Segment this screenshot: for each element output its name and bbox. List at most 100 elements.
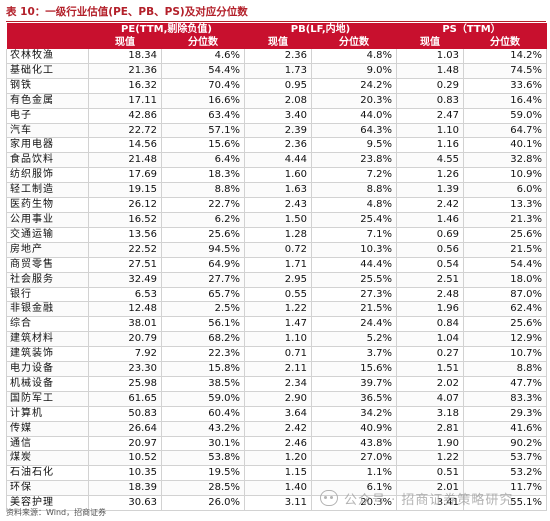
header-pe-percentile: 分位数 bbox=[161, 36, 245, 49]
table-row: 社会服务 32.49 27.7% 2.95 25.5% 2.51 18.0% bbox=[6, 272, 548, 288]
pe-percentile-cell: 19.5% bbox=[161, 465, 245, 482]
header-ps-percentile: 分位数 bbox=[463, 36, 547, 49]
ps-current-cell: 1.10 bbox=[396, 123, 464, 139]
pe-current-cell: 21.36 bbox=[88, 63, 162, 79]
pe-current-cell: 22.72 bbox=[88, 123, 162, 139]
pe-current-cell: 22.52 bbox=[88, 242, 162, 258]
table-row: 汽车 22.72 57.1% 2.39 64.3% 1.10 64.7% bbox=[6, 123, 548, 139]
pb-current-cell: 0.55 bbox=[244, 287, 312, 303]
ps-percentile-cell: 6.0% bbox=[463, 182, 548, 199]
pe-percentile-cell: 38.5% bbox=[161, 376, 245, 392]
pb-percentile-cell: 43.8% bbox=[311, 436, 397, 452]
pb-percentile-cell: 40.9% bbox=[311, 421, 397, 437]
table-row: 环保 18.39 28.5% 1.40 6.1% 2.01 11.7% bbox=[6, 480, 548, 497]
pe-percentile-cell: 64.9% bbox=[161, 257, 245, 273]
pb-current-cell: 3.64 bbox=[244, 406, 312, 422]
ps-current-cell: 1.48 bbox=[396, 63, 464, 79]
table-row: 国防军工 61.65 59.0% 2.90 36.5% 4.07 83.3% bbox=[6, 391, 548, 407]
pb-current-cell: 1.60 bbox=[244, 167, 312, 184]
ps-current-cell: 1.04 bbox=[396, 331, 464, 348]
table-row: 房地产 22.52 94.5% 0.72 10.3% 0.56 21.5% bbox=[6, 242, 548, 258]
pb-current-cell: 1.63 bbox=[244, 182, 312, 199]
pe-percentile-cell: 30.1% bbox=[161, 436, 245, 452]
valuation-table: PE(TTM,剔除负值) PB(LF,内地) PS（TTM） 现值 分位数 现值… bbox=[6, 23, 548, 512]
table-row: 美容护理 30.63 26.0% 3.11 20.3% 3.41 55.1% bbox=[6, 495, 548, 512]
industry-name-cell: 国防军工 bbox=[6, 391, 89, 407]
ps-percentile-cell: 47.7% bbox=[463, 376, 548, 392]
pb-current-cell: 2.36 bbox=[244, 49, 312, 64]
ps-percentile-cell: 87.0% bbox=[463, 287, 548, 303]
pb-percentile-cell: 34.2% bbox=[311, 406, 397, 422]
pb-current-cell: 0.71 bbox=[244, 346, 312, 363]
pe-percentile-cell: 28.5% bbox=[161, 480, 245, 497]
pe-current-cell: 16.32 bbox=[88, 78, 162, 94]
ps-current-cell: 1.39 bbox=[396, 182, 464, 199]
pe-current-cell: 21.48 bbox=[88, 152, 162, 169]
industry-name-cell: 家用电器 bbox=[6, 137, 89, 154]
ps-current-cell: 1.46 bbox=[396, 212, 464, 228]
pe-percentile-cell: 15.8% bbox=[161, 361, 245, 377]
header-pb-current: 现值 bbox=[244, 36, 312, 49]
ps-percentile-cell: 18.0% bbox=[463, 272, 548, 288]
pb-current-cell: 1.47 bbox=[244, 316, 312, 333]
pe-percentile-cell: 6.4% bbox=[161, 152, 245, 169]
table-row: 医药生物 26.12 22.7% 2.43 4.8% 2.42 13.3% bbox=[6, 197, 548, 213]
table-row: 传媒 26.64 43.2% 2.42 40.9% 2.81 41.6% bbox=[6, 421, 548, 437]
pb-current-cell: 1.40 bbox=[244, 480, 312, 497]
pe-percentile-cell: 70.4% bbox=[161, 78, 245, 94]
ps-current-cell: 4.55 bbox=[396, 152, 464, 169]
ps-percentile-cell: 54.4% bbox=[463, 257, 548, 273]
pe-current-cell: 18.34 bbox=[88, 49, 162, 64]
ps-percentile-cell: 16.4% bbox=[463, 93, 548, 109]
pb-percentile-cell: 15.6% bbox=[311, 361, 397, 377]
ps-percentile-cell: 8.8% bbox=[463, 361, 548, 377]
pb-percentile-cell: 8.8% bbox=[311, 182, 397, 199]
industry-name-cell: 建筑材料 bbox=[6, 331, 89, 348]
pe-percentile-cell: 60.4% bbox=[161, 406, 245, 422]
pb-percentile-cell: 10.3% bbox=[311, 242, 397, 258]
ps-current-cell: 2.01 bbox=[396, 480, 464, 497]
pe-percentile-cell: 43.2% bbox=[161, 421, 245, 437]
pe-percentile-cell: 16.6% bbox=[161, 93, 245, 109]
ps-percentile-cell: 59.0% bbox=[463, 108, 548, 124]
industry-name-cell: 轻工制造 bbox=[6, 182, 89, 199]
pe-percentile-cell: 63.4% bbox=[161, 108, 245, 124]
pe-current-cell: 17.69 bbox=[88, 167, 162, 184]
header-ps: PS（TTM） bbox=[396, 23, 547, 36]
ps-current-cell: 2.81 bbox=[396, 421, 464, 437]
pb-current-cell: 1.71 bbox=[244, 257, 312, 273]
pe-percentile-cell: 53.8% bbox=[161, 450, 245, 467]
ps-current-cell: 0.56 bbox=[396, 242, 464, 258]
industry-name-cell: 银行 bbox=[6, 287, 89, 303]
ps-current-cell: 2.48 bbox=[396, 287, 464, 303]
industry-name-cell: 钢铁 bbox=[6, 78, 89, 94]
pb-current-cell: 2.34 bbox=[244, 376, 312, 392]
table-row: 商贸零售 27.51 64.9% 1.71 44.4% 0.54 54.4% bbox=[6, 257, 548, 273]
ps-current-cell: 0.83 bbox=[396, 93, 464, 109]
pb-current-cell: 3.40 bbox=[244, 108, 312, 124]
pb-percentile-cell: 20.3% bbox=[311, 93, 397, 109]
watermark: 公众号 · 招商证券策略研究 bbox=[320, 488, 513, 508]
industry-name-cell: 公用事业 bbox=[6, 212, 89, 228]
pe-current-cell: 10.35 bbox=[88, 465, 162, 482]
industry-name-cell: 传媒 bbox=[6, 421, 89, 437]
industry-name-cell: 医药生物 bbox=[6, 197, 89, 213]
pe-current-cell: 27.51 bbox=[88, 257, 162, 273]
table-row: 综合 38.01 56.1% 1.47 24.4% 0.84 25.6% bbox=[6, 316, 548, 333]
ps-current-cell: 1.96 bbox=[396, 301, 464, 318]
pe-current-cell: 19.15 bbox=[88, 182, 162, 199]
industry-name-cell: 非银金融 bbox=[6, 301, 89, 318]
industry-name-cell: 通信 bbox=[6, 436, 89, 452]
table-row: 通信 20.97 30.1% 2.46 43.8% 1.90 90.2% bbox=[6, 436, 548, 452]
table-row: 交通运输 13.56 25.6% 1.28 7.1% 0.69 25.6% bbox=[6, 227, 548, 243]
pb-current-cell: 1.15 bbox=[244, 465, 312, 482]
table-row: 家用电器 14.56 15.6% 2.36 9.5% 1.16 40.1% bbox=[6, 137, 548, 154]
table-row: 计算机 50.83 60.4% 3.64 34.2% 3.18 29.3% bbox=[6, 406, 548, 422]
source-note: 资料来源：Wind，招商证券 bbox=[6, 508, 107, 517]
table-row: 石油石化 10.35 19.5% 1.15 1.1% 0.51 53.2% bbox=[6, 465, 548, 482]
industry-name-cell: 电子 bbox=[6, 108, 89, 124]
pe-percentile-cell: 18.3% bbox=[161, 167, 245, 184]
ps-percentile-cell: 62.4% bbox=[463, 301, 548, 318]
pb-current-cell: 4.44 bbox=[244, 152, 312, 169]
pe-percentile-cell: 22.3% bbox=[161, 346, 245, 363]
